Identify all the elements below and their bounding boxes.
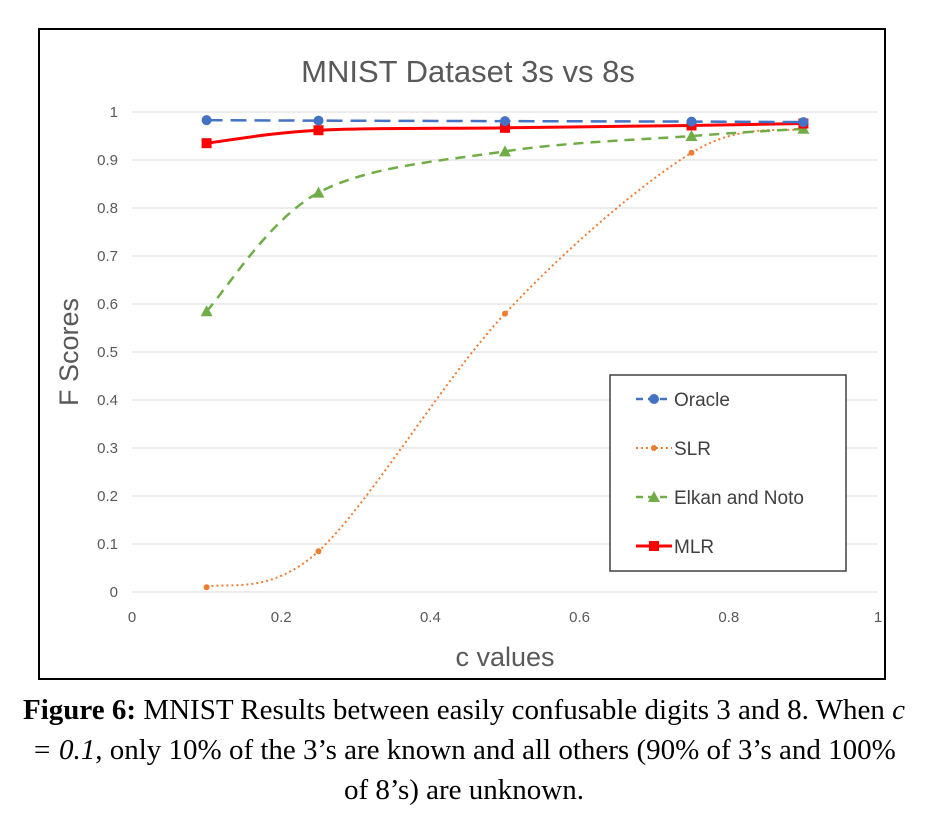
data-point-mlr [313,125,324,136]
caption-label: Figure 6: [23,694,137,726]
x-axis-title: c values [455,642,554,672]
legend-marker-oracle [649,394,659,404]
data-point-oracle [313,115,324,126]
legend-box [609,374,847,572]
y-tick-label: 0.8 [97,200,118,217]
x-tick-label: 1 [874,609,882,626]
chart-title: MNIST Dataset 3s vs 8s [301,54,635,89]
y-tick-label: 0.9 [97,152,118,169]
legend-marker-mlr [649,541,659,551]
data-point-oracle [686,116,697,127]
y-tick-label: 0.2 [97,488,118,505]
data-point-oracle [798,117,809,128]
legend-label-oracle: Oracle [674,390,730,411]
data-point-mlr [201,138,212,149]
caption-text-1: MNIST Results between easily confusable … [136,694,893,726]
data-point-elkan-and-noto [499,145,511,157]
y-tick-label: 0.7 [97,248,118,265]
legend-marker-slr [651,445,657,451]
y-tick-label: 0.4 [97,392,118,409]
caption-text-2: , only 10% of the 3’s are known and all … [95,734,896,806]
y-axis-title: F Scores [54,298,84,406]
data-point-slr [315,548,322,555]
y-tick-label: 0.3 [97,440,118,457]
line-chart: MNIST Dataset 3s vs 8s 0 0.1 0.2 0.3 0.4 0.5 0.… [54,54,882,672]
data-point-elkan-and-noto [312,186,325,198]
x-tick-label: 0.6 [569,609,590,626]
data-point-slr [203,584,210,591]
chart-frame: MNIST Dataset 3s vs 8s 0 0.1 0.2 0.3 0.4 0.5 0.… [38,28,886,680]
legend-label-mlr: MLR [674,537,714,558]
data-point-elkan-and-noto [685,130,698,141]
data-point-elkan-and-noto [200,305,213,317]
data-point-oracle [500,116,510,127]
y-tick-label: 1 [110,104,118,121]
y-tick-label: 0.1 [97,536,118,553]
x-tick-label: 0.8 [718,609,739,626]
data-point-slr [502,310,508,317]
y-tick-label: 0.5 [97,344,118,361]
legend-marker-elkan-and-noto [648,491,660,502]
series-line-slr [206,127,804,589]
caption-math: c = 0.1 [32,694,905,766]
x-tick-label: 0.2 [271,609,292,626]
data-point-mlr [500,122,510,133]
series-line-elkan-and-noto [205,127,804,313]
y-tick-label: 0.6 [97,296,118,313]
figure-caption: Figure 6: MNIST Results between easily c… [20,690,908,810]
data-point-slr [688,149,695,156]
x-tick-label: 0.4 [420,609,441,626]
y-tick-label: 0 [110,584,118,601]
data-point-oracle [201,115,212,126]
legend-label-elkan-and-noto: Elkan and Noto [674,488,804,509]
legend-label-slr: SLR [674,439,711,460]
x-tick-label: 0 [128,609,136,626]
